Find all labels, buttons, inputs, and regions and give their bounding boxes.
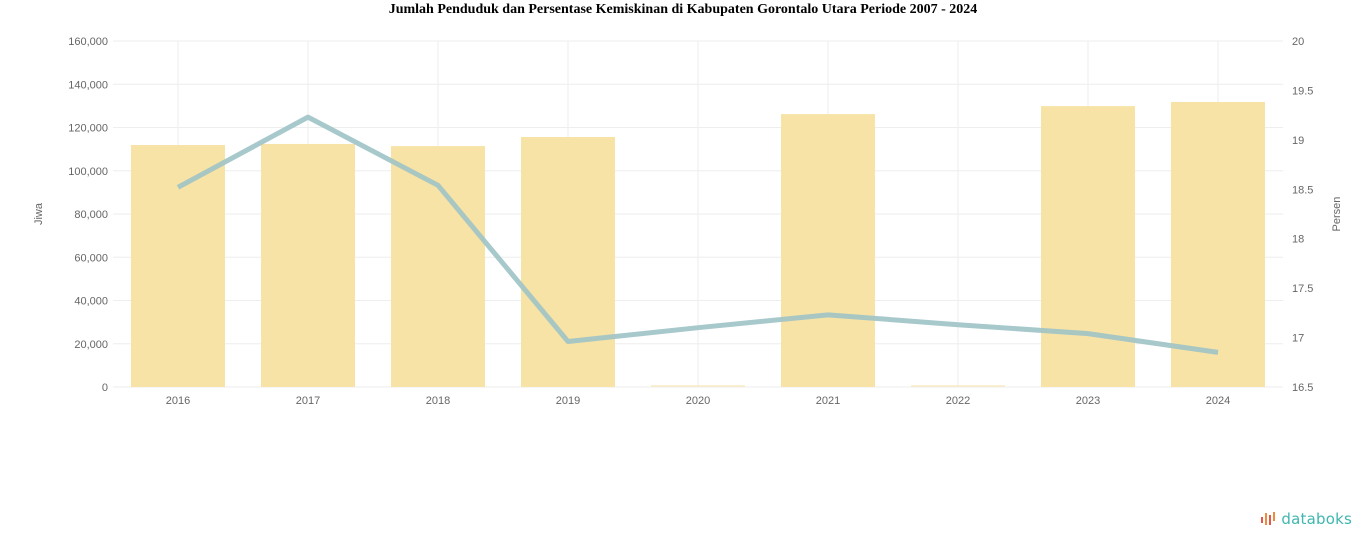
bar-2016[interactable] xyxy=(131,145,225,387)
x-axis-ticks: 2016 2017 2018 2019 2020 2021 2022 2023 2024 xyxy=(166,395,1230,407)
bar-series xyxy=(131,101,1265,388)
right-tick-label: 19 xyxy=(1292,135,1304,147)
poverty-line[interactable] xyxy=(176,114,1219,355)
left-tick-label: 160,000 xyxy=(68,36,108,48)
left-axis-title: Jiwa xyxy=(33,202,45,225)
left-tick-label: 20,000 xyxy=(74,339,108,351)
x-tick-label: 2024 xyxy=(1206,395,1230,407)
bar-2023[interactable] xyxy=(1041,106,1135,387)
left-tick-label: 120,000 xyxy=(68,123,108,135)
right-tick-label: 18.5 xyxy=(1292,184,1313,196)
right-tick-label: 16.5 xyxy=(1292,382,1313,394)
brand-name: databoks xyxy=(1281,510,1352,528)
right-tick-label: 17.5 xyxy=(1292,283,1313,295)
x-tick-label: 2021 xyxy=(816,395,840,407)
x-tick-label: 2018 xyxy=(426,395,450,407)
bar-2020[interactable] xyxy=(651,385,745,387)
bar-2024[interactable] xyxy=(1171,101,1265,388)
x-tick-label: 2020 xyxy=(686,395,710,407)
right-axis-ticks: 20 19.5 19 18.5 18 17.5 17 16.5 xyxy=(1292,36,1313,394)
right-tick-label: 17 xyxy=(1292,333,1304,345)
x-tick-label: 2022 xyxy=(946,395,970,407)
right-tick-label: 19.5 xyxy=(1292,85,1313,97)
bar-2017[interactable] xyxy=(261,143,355,387)
left-tick-label: 80,000 xyxy=(74,209,108,221)
left-tick-label: 0 xyxy=(102,382,108,394)
x-tick-label: 2023 xyxy=(1076,395,1100,407)
x-tick-label: 2016 xyxy=(166,395,190,407)
bar-2022[interactable] xyxy=(911,385,1005,387)
right-tick-label: 18 xyxy=(1292,234,1304,246)
bar-2018[interactable] xyxy=(391,146,485,387)
line-series xyxy=(176,114,1219,355)
left-axis-ticks: 160,000 140,000 120,000 100,000 80,000 60,000… xyxy=(68,36,108,394)
x-tick-label: 2017 xyxy=(296,395,320,407)
x-tick-label: 2019 xyxy=(556,395,580,407)
chart-title: Jumlah Penduduk dan Persentase Kemiskina… xyxy=(388,2,978,17)
databoks-bars-icon xyxy=(1261,512,1276,525)
right-tick-label: 20 xyxy=(1292,36,1304,48)
left-tick-label: 100,000 xyxy=(68,166,108,178)
bar-2019[interactable] xyxy=(521,137,615,387)
databoks-logo[interactable]: databoks xyxy=(1260,510,1352,528)
right-axis-title: Persen xyxy=(1331,197,1343,232)
bar-2021[interactable] xyxy=(781,114,875,387)
left-tick-label: 60,000 xyxy=(74,252,108,264)
left-tick-label: 40,000 xyxy=(74,296,108,308)
left-tick-label: 140,000 xyxy=(68,79,108,91)
